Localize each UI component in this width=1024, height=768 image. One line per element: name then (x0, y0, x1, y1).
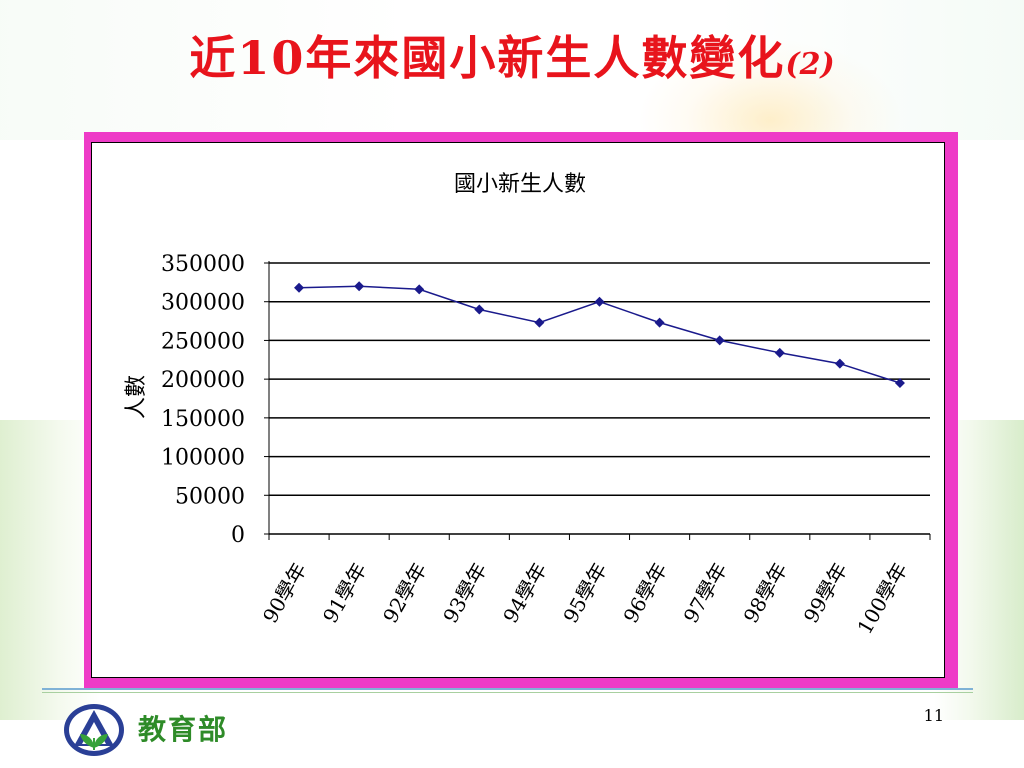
x-tick-label-5: 95學年 (558, 559, 612, 628)
data-point-3 (474, 304, 485, 315)
y-tick-label-0: 0 (231, 523, 245, 548)
x-tick-label-6: 96學年 (618, 559, 672, 628)
ministry-of-education-logo-icon (64, 704, 124, 756)
x-tick-label-0: 90學年 (258, 559, 312, 628)
slide-title-suffix: (2) (785, 47, 835, 82)
data-point-1 (354, 281, 365, 292)
y-tick-label-5: 250000 (161, 329, 245, 354)
x-tick-label-9: 99學年 (799, 559, 853, 628)
series-layer (294, 281, 905, 389)
y-tick-label-6: 300000 (161, 291, 245, 316)
data-point-8 (774, 347, 785, 358)
y-tick-label-3: 150000 (161, 407, 245, 432)
axis-layer: 0 50000 100000 150000 200000 250000 300000 3500… (161, 252, 931, 639)
y-tick-label-1: 50000 (175, 484, 245, 509)
x-tick-label-3: 93學年 (438, 559, 492, 628)
data-point-0 (294, 282, 305, 293)
y-tick-label-2: 100000 (161, 446, 245, 471)
data-point-10 (894, 378, 905, 389)
data-point-6 (654, 317, 665, 328)
data-point-7 (714, 335, 725, 346)
footer-divider (42, 688, 973, 690)
x-tick-label-7: 97學年 (679, 559, 733, 628)
data-point-4 (534, 317, 545, 328)
footer-divider-accent (42, 692, 973, 693)
x-tick-label-4: 94學年 (498, 559, 552, 628)
slide-title: 近10年來國小新生人數變化(2) (0, 28, 1024, 95)
background-grass-left (0, 420, 100, 720)
page-number: 11 (923, 706, 944, 725)
chart-area (91, 142, 945, 678)
y-axis-label: 人數 (124, 375, 149, 419)
x-tick-label-1: 91學年 (318, 559, 372, 628)
data-point-5 (594, 296, 605, 307)
chart-title: 國小新生人數 (454, 172, 586, 197)
line-chart: 國小新生人數 人數 0 50000 100000 150000 200000 250000… (124, 172, 931, 639)
slide-title-main: 近10年來國小新生人數變化 (189, 31, 786, 85)
data-point-9 (834, 358, 845, 369)
data-point-2 (414, 284, 425, 295)
organization-name: 教育部 (138, 713, 229, 746)
x-tick-label-10: 100學年 (852, 559, 912, 639)
y-tick-label-4: 200000 (161, 368, 245, 393)
x-tick-label-2: 92學年 (378, 559, 432, 628)
y-tick-label-7: 350000 (161, 252, 245, 277)
x-tick-label-8: 98學年 (739, 559, 793, 628)
